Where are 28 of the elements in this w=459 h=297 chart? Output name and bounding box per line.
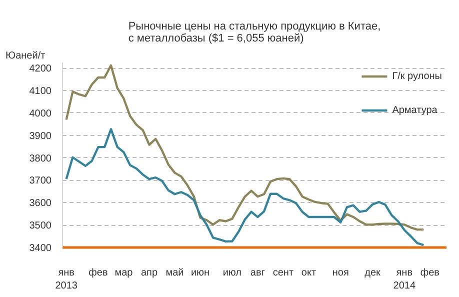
x-tick-label: янв 2013 — [55, 268, 78, 292]
chart-title: Рыночные цены на стальную продукцию в Китае, с металлобазы ($1 = 6,055 юаней) — [128, 20, 381, 44]
x-tick-label: апр — [140, 268, 158, 278]
y-tick-label: 3400 — [29, 243, 52, 254]
x-tick-label: май — [166, 268, 184, 278]
y-tick-label: 4100 — [29, 86, 52, 98]
x-tick-label: авг — [250, 268, 266, 278]
x-tick-label: сент — [272, 268, 294, 278]
y-tick-label: 3900 — [29, 130, 52, 142]
legend-label: Арматура — [392, 104, 438, 116]
x-tick-label: дек — [364, 268, 382, 278]
y-tick-label: 4000 — [29, 108, 52, 120]
y-tick-label: 4200 — [29, 64, 52, 75]
x-tick-label: ноя — [332, 268, 349, 278]
x-tick-label: июн — [190, 268, 210, 278]
y-tick-label: 3500 — [29, 220, 52, 232]
x-tick-label: окт — [301, 268, 316, 278]
x-tick-label: июл — [222, 268, 242, 278]
y-axis-title: Юаней/т — [6, 50, 46, 62]
x-tick-label: янв 2014 — [393, 268, 416, 292]
x-tick-label: фев — [88, 268, 108, 278]
y-tick-label: 3700 — [29, 176, 52, 187]
x-tick-label: фев — [420, 268, 440, 278]
y-tick-label: 3800 — [29, 153, 52, 164]
y-tick-label: 3600 — [29, 198, 52, 210]
x-tick-label: мар — [114, 268, 134, 278]
line-series — [65, 128, 425, 246]
legend-label: Г/к рулоны — [392, 70, 442, 82]
